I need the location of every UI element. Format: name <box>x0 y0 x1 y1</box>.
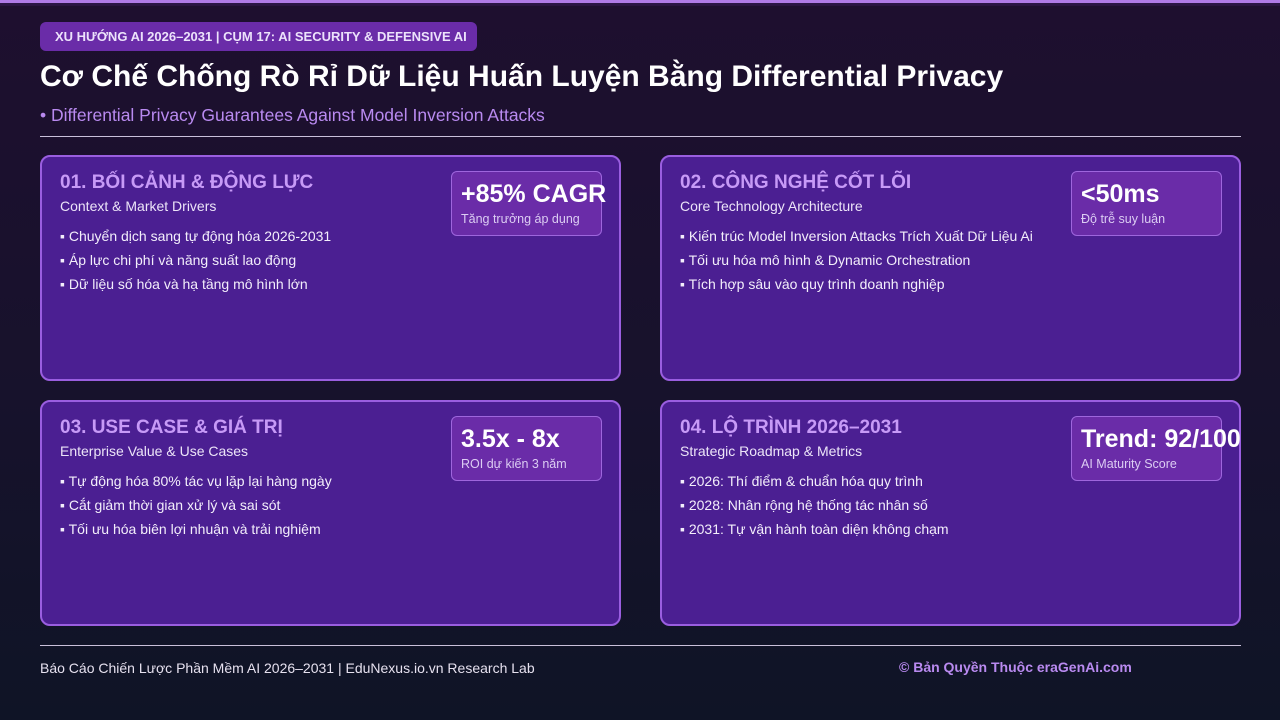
footer-source: Báo Cáo Chiến Lược Phần Mềm AI 2026–2031… <box>40 660 535 676</box>
footer-divider <box>40 645 1241 646</box>
card-heading: 01. BỐI CẢNH & ĐỘNG LỰC <box>60 172 314 193</box>
list-item: ▪ Áp lực chi phí và năng suất lao động <box>60 252 297 268</box>
list-item: ▪ 2028: Nhân rộng hệ thống tác nhân số <box>680 497 928 513</box>
page-title: Cơ Chế Chống Rò Rỉ Dữ Liệu Huấn Luyện Bằ… <box>40 60 1004 93</box>
category-tag: XU HƯỚNG AI 2026–2031 | CỤM 17: AI SECUR… <box>40 22 477 51</box>
stat-box: 3.5x - 8x ROI dự kiến 3 năm <box>451 416 602 481</box>
stat-value: 3.5x - 8x <box>461 425 560 453</box>
card-subheading: Enterprise Value & Use Cases <box>60 443 249 459</box>
stat-value: Trend: 92/100 <box>1081 425 1241 453</box>
stat-label: ROI dự kiến 3 năm <box>461 457 567 471</box>
card-subheading: Core Technology Architecture <box>680 198 863 214</box>
card-context: 01. BỐI CẢNH & ĐỘNG LỰC Context & Market… <box>40 155 621 381</box>
card-bullet-list: ▪ Tự động hóa 80% tác vụ lặp lại hàng ng… <box>60 472 332 544</box>
stat-value: <50ms <box>1081 180 1160 208</box>
list-item: ▪ Tối ưu hóa biên lợi nhuận và trải nghi… <box>60 521 321 537</box>
card-core-technology: 02. CÔNG NGHỆ CỐT LÕI Core Technology Ar… <box>660 155 1241 381</box>
card-bullet-list: ▪ 2026: Thí điểm & chuẩn hóa quy trình ▪… <box>680 472 949 544</box>
card-bullet-list: ▪ Kiến trúc Model Inversion Attacks Tríc… <box>680 227 1033 299</box>
list-item: ▪ Kiến trúc Model Inversion Attacks Tríc… <box>680 228 1033 244</box>
list-item: ▪ Dữ liệu số hóa và hạ tầng mô hình lớn <box>60 276 308 292</box>
card-subheading: Strategic Roadmap & Metrics <box>680 443 863 459</box>
card-heading: 04. LỘ TRÌNH 2026–2031 <box>680 417 902 438</box>
stat-box: Trend: 92/100 AI Maturity Score <box>1071 416 1241 481</box>
footer-copyright: © Bản Quyền Thuộc eraGenAi.com <box>899 659 1132 675</box>
list-item: ▪ Tích hợp sâu vào quy trình doanh nghiệ… <box>680 276 945 292</box>
stat-label: AI Maturity Score <box>1081 457 1177 471</box>
list-item: ▪ Chuyển dịch sang tự động hóa 2026-2031 <box>60 228 332 244</box>
stat-label: Tăng trưởng áp dụng <box>461 212 580 226</box>
card-heading: 03. USE CASE & GIÁ TRỊ <box>60 417 283 438</box>
list-item: ▪ Cắt giảm thời gian xử lý và sai sót <box>60 497 281 513</box>
card-roadmap: 04. LỘ TRÌNH 2026–2031 Strategic Roadmap… <box>660 400 1241 626</box>
list-item: ▪ 2031: Tự vận hành toàn diện không chạm <box>680 521 949 537</box>
header-divider <box>40 136 1241 137</box>
list-item: ▪ Tối ưu hóa mô hình & Dynamic Orchestra… <box>680 252 971 268</box>
list-item: ▪ Tự động hóa 80% tác vụ lặp lại hàng ng… <box>60 473 332 489</box>
stat-label: Độ trễ suy luận <box>1081 212 1166 226</box>
top-accent-line <box>0 3 1280 5</box>
stat-box: +85% CAGR Tăng trưởng áp dụng <box>451 171 606 236</box>
card-use-case: 03. USE CASE & GIÁ TRỊ Enterprise Value … <box>40 400 621 626</box>
list-item: ▪ 2026: Thí điểm & chuẩn hóa quy trình <box>680 473 923 489</box>
card-heading: 02. CÔNG NGHỆ CỐT LÕI <box>680 172 912 193</box>
page-subtitle: • Differential Privacy Guarantees Agains… <box>40 105 545 125</box>
stat-value: +85% CAGR <box>461 180 607 208</box>
stat-box: <50ms Độ trễ suy luận <box>1071 171 1222 236</box>
card-subheading: Context & Market Drivers <box>60 198 217 214</box>
card-bullet-list: ▪ Chuyển dịch sang tự động hóa 2026-2031… <box>60 227 331 299</box>
